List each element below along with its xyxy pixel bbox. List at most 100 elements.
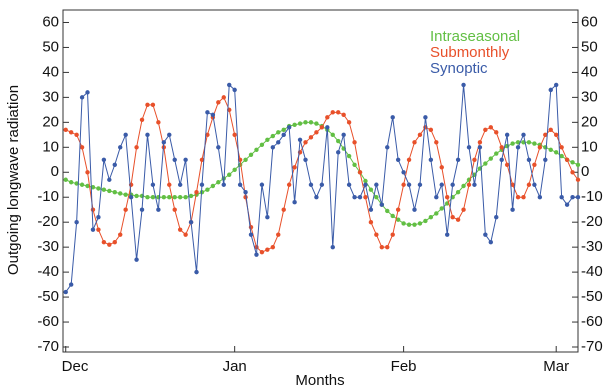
point <box>303 140 308 145</box>
y-tick-label: 60 <box>42 13 59 30</box>
point <box>112 190 117 195</box>
point <box>363 195 368 200</box>
point <box>112 239 117 245</box>
point <box>374 232 379 237</box>
point <box>118 232 123 237</box>
point <box>570 160 575 165</box>
point <box>101 187 107 192</box>
point <box>515 195 521 200</box>
point <box>406 157 412 162</box>
point <box>466 145 472 150</box>
x-tick-label: Dec <box>62 358 89 375</box>
point <box>243 190 248 195</box>
point <box>352 162 357 167</box>
y-tick-label: -50 <box>37 288 59 305</box>
point <box>292 200 297 205</box>
point <box>575 162 581 167</box>
point <box>439 206 444 211</box>
point <box>319 182 325 187</box>
point <box>308 135 314 140</box>
point <box>554 132 559 138</box>
point <box>205 132 210 138</box>
point <box>194 190 199 195</box>
y2-tick-label: 20 <box>581 113 598 130</box>
point <box>172 207 177 212</box>
point <box>504 132 510 138</box>
point <box>564 202 570 207</box>
point <box>172 157 177 162</box>
point <box>161 195 167 200</box>
y-tick-label: 30 <box>42 88 59 105</box>
point <box>205 110 210 115</box>
point <box>374 195 379 200</box>
point <box>472 157 477 162</box>
point <box>210 183 216 189</box>
point <box>74 181 79 186</box>
point <box>445 195 450 200</box>
point <box>455 157 461 162</box>
point <box>232 132 237 138</box>
point <box>216 100 221 105</box>
y-tick-label: -20 <box>37 213 59 230</box>
point <box>434 140 439 145</box>
point <box>357 170 363 175</box>
point <box>96 227 101 232</box>
point <box>390 213 395 219</box>
point <box>537 195 543 200</box>
point <box>417 182 423 187</box>
point <box>216 145 221 150</box>
y2-tick-label: 50 <box>581 38 598 55</box>
point <box>145 132 150 138</box>
point <box>532 141 537 146</box>
point <box>401 170 406 175</box>
point <box>183 232 188 237</box>
point <box>439 165 444 170</box>
point <box>177 227 183 232</box>
point <box>79 182 85 187</box>
point <box>90 207 96 212</box>
point <box>423 218 428 224</box>
point <box>63 177 68 182</box>
point <box>504 143 510 149</box>
point <box>428 214 434 220</box>
point <box>68 180 74 185</box>
point <box>118 145 123 150</box>
point <box>188 219 194 225</box>
point <box>297 121 303 126</box>
point <box>346 153 352 159</box>
point <box>281 132 286 138</box>
point <box>341 132 346 138</box>
point <box>423 115 428 120</box>
point <box>199 182 205 187</box>
y2-tick-label: 30 <box>581 88 598 105</box>
point <box>128 195 134 200</box>
point <box>270 133 276 139</box>
point <box>461 207 466 212</box>
point <box>177 182 183 187</box>
point <box>199 157 205 162</box>
point <box>352 195 357 200</box>
legend-entry: Submonthly <box>430 44 510 61</box>
x-tick-label: Mar <box>543 358 569 375</box>
point <box>564 157 570 162</box>
point <box>379 202 385 207</box>
point <box>276 232 281 237</box>
x-tick-label: Feb <box>391 358 417 375</box>
point <box>276 130 281 135</box>
point <box>221 95 226 100</box>
point <box>521 195 526 200</box>
point <box>68 282 74 287</box>
point <box>504 162 510 167</box>
point <box>368 187 374 192</box>
point <box>183 195 188 200</box>
y2-tick-label: -20 <box>581 213 603 230</box>
point <box>286 182 292 187</box>
point <box>292 165 297 170</box>
point <box>177 195 183 200</box>
point <box>395 207 401 212</box>
point <box>254 252 259 257</box>
point <box>150 182 156 187</box>
point <box>483 127 488 133</box>
point <box>156 207 161 212</box>
point <box>450 182 455 187</box>
